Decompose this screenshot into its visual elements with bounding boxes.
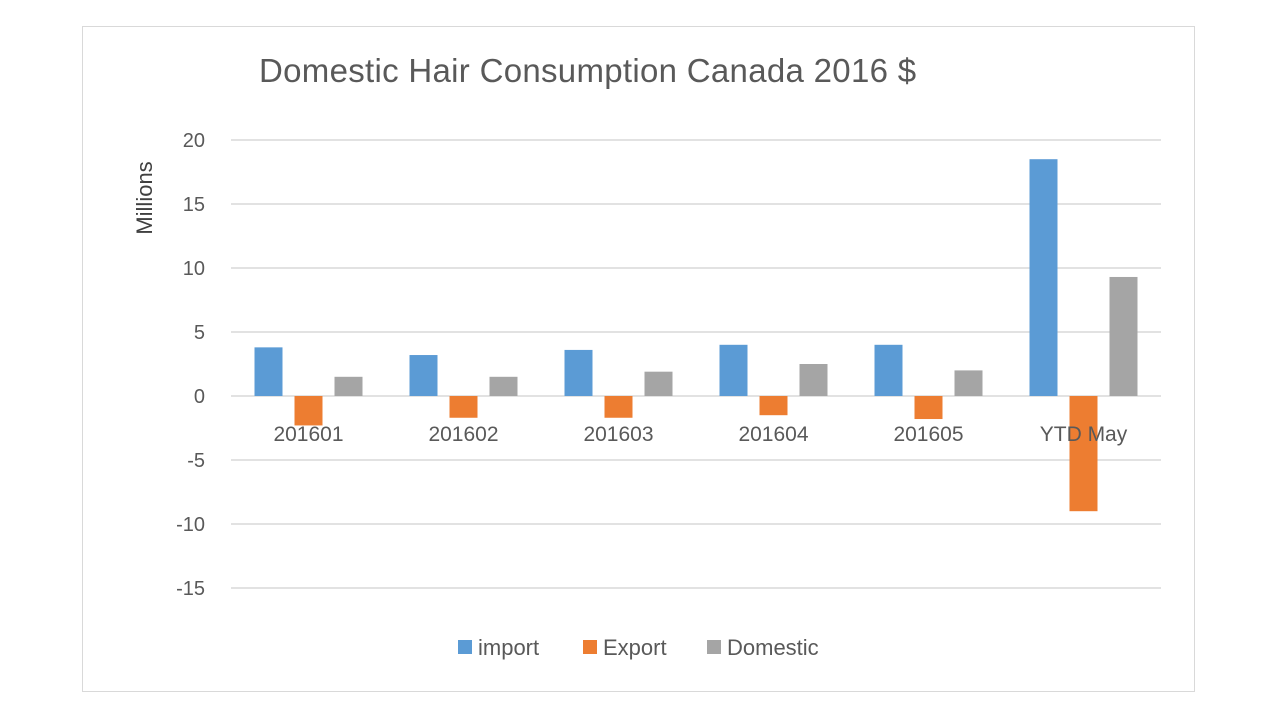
- bar-domestic-201604: [799, 364, 828, 396]
- legend-label-export: Export: [603, 635, 667, 660]
- bar-domestic-201603: [644, 371, 673, 396]
- y-tick-label: 10: [183, 258, 205, 280]
- bar-import-ytd-may: [1029, 159, 1058, 396]
- x-category-label: 201604: [738, 423, 808, 446]
- bar-export-201602: [449, 396, 478, 418]
- legend-label-import: import: [478, 635, 539, 660]
- bar-domestic-201601: [334, 376, 363, 396]
- legend-swatch-domestic: [707, 640, 721, 654]
- bar-import-201605: [874, 344, 903, 396]
- bar-export-201605: [914, 396, 943, 420]
- bar-domestic-201602: [489, 376, 518, 396]
- bar-domestic-201605: [954, 370, 983, 396]
- legend-swatch-import: [458, 640, 472, 654]
- y-tick-label: 20: [183, 130, 205, 152]
- y-tick-label: -15: [176, 578, 205, 600]
- bar-import-201604: [719, 344, 748, 396]
- x-category-label: 201601: [273, 423, 343, 446]
- y-tick-label: 15: [183, 194, 205, 216]
- y-tick-label: -10: [176, 514, 205, 536]
- bar-import-201601: [254, 347, 283, 396]
- bar-export-201604: [759, 396, 788, 416]
- x-category-label: 201603: [583, 423, 653, 446]
- bar-domestic-ytd-may: [1109, 276, 1138, 396]
- legend-swatch-export: [583, 640, 597, 654]
- legend-label-domestic: Domestic: [727, 635, 819, 660]
- bar-import-201602: [409, 355, 438, 396]
- x-category-label: YTD May: [1040, 423, 1128, 446]
- bar-export-ytd-may: [1069, 396, 1098, 512]
- bar-export-201601: [294, 396, 323, 426]
- x-category-label: 201605: [893, 423, 963, 446]
- y-tick-label: 0: [194, 386, 205, 408]
- x-category-label: 201602: [428, 423, 498, 446]
- y-tick-label: 5: [194, 322, 205, 344]
- bar-import-201603: [564, 349, 593, 396]
- y-tick-label: -5: [187, 450, 205, 472]
- chart-title: Domestic Hair Consumption Canada 2016 $: [259, 52, 917, 89]
- y-axis-title: Millions: [132, 161, 157, 234]
- bar-export-201603: [604, 396, 633, 418]
